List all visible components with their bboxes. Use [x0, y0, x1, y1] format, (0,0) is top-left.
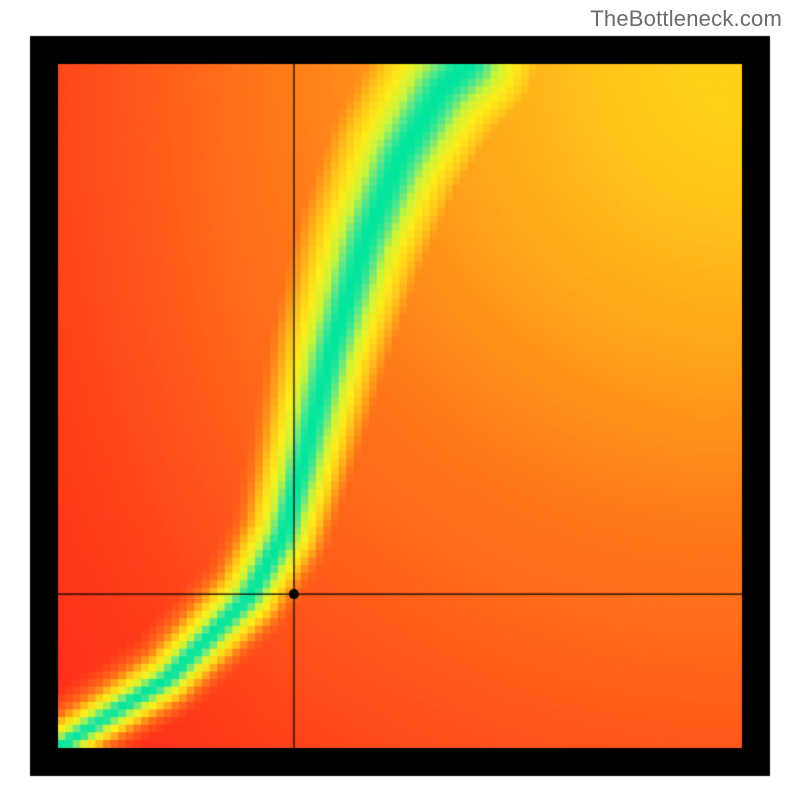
- root: TheBottleneck.com: [0, 0, 800, 800]
- heatmap-canvas: [0, 0, 800, 800]
- watermark-text: TheBottleneck.com: [590, 6, 782, 32]
